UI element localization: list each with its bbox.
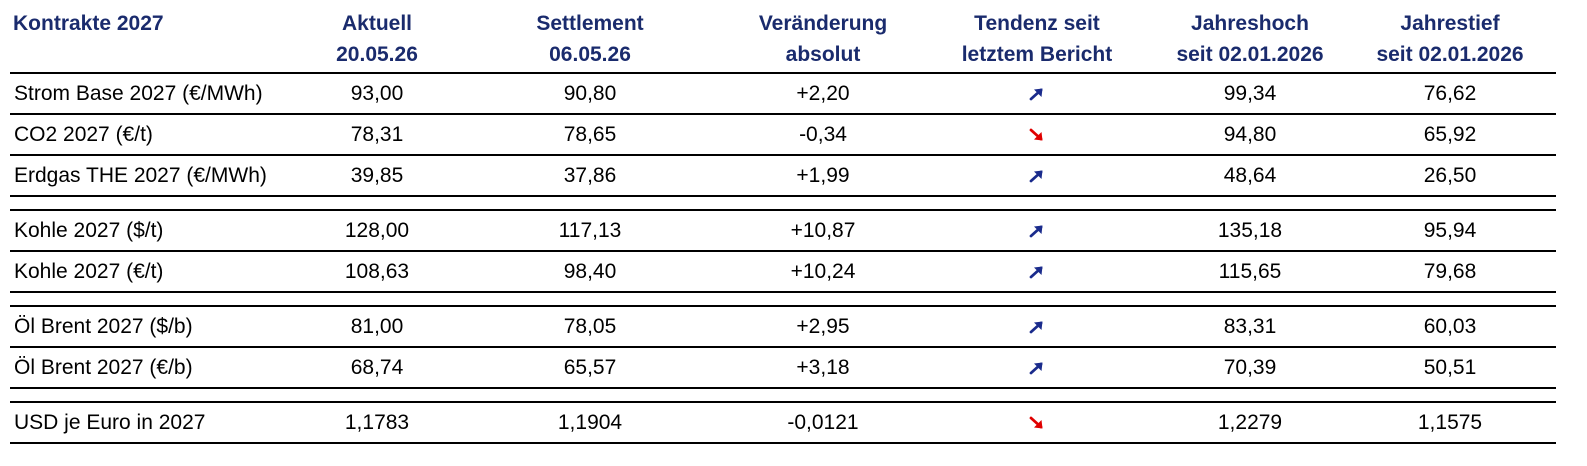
- table-row: Strom Base 2027 (€/MWh) 93,00 90,80 +2,20 99…: [10, 73, 1556, 115]
- value-aktuell: 39,85: [302, 155, 452, 197]
- header-jahreshoch: Jahreshoch seit 02.01.2026: [1156, 8, 1344, 74]
- arrow-up-right-icon: [1029, 225, 1043, 238]
- value-aktuell: 108,63: [302, 251, 452, 293]
- group-spacer-row: [10, 196, 1556, 211]
- trend-indicator: [918, 347, 1156, 389]
- table-row: USD je Euro in 2027 1,1783 1,1904 -0,0121 1,…: [10, 402, 1556, 444]
- value-change: +2,20: [728, 73, 918, 115]
- contract-name: Kohle 2027 ($/t): [10, 210, 302, 252]
- trend-indicator: [918, 73, 1156, 115]
- value-jahreshoch: 115,65: [1156, 251, 1344, 293]
- value-settlement: 78,05: [452, 306, 728, 348]
- arrow-up-right-icon: [1029, 362, 1043, 375]
- value-settlement: 117,13: [452, 210, 728, 252]
- header-settlement: Settlement 06.05.26: [452, 8, 728, 74]
- arrow-down-right-icon: [1029, 416, 1043, 429]
- header-tendenz: Tendenz seit letztem Bericht: [918, 8, 1156, 74]
- value-change: -0,34: [728, 114, 918, 156]
- value-change: +2,95: [728, 306, 918, 348]
- arrow-up-right-icon: [1029, 88, 1043, 101]
- value-jahrestief: 76,62: [1344, 73, 1556, 115]
- trend-indicator: [918, 306, 1156, 348]
- contract-name: Öl Brent 2027 ($/b): [10, 306, 302, 348]
- value-change: -0,0121: [728, 402, 918, 444]
- table-row: Öl Brent 2027 (€/b) 68,74 65,57 +3,18 70,39 5…: [10, 347, 1556, 389]
- header-aktuell: Aktuell 20.05.26: [302, 8, 452, 74]
- contract-name: Strom Base 2027 (€/MWh): [10, 73, 302, 115]
- trend-indicator: [918, 251, 1156, 293]
- group-spacer-cell: [10, 292, 1556, 307]
- value-settlement: 98,40: [452, 251, 728, 293]
- value-jahrestief: 65,92: [1344, 114, 1556, 156]
- header-kontrakte: Kontrakte 2027: [10, 8, 302, 74]
- table-header-row: Kontrakte 2027 Aktuell 20.05.26 Settleme…: [10, 8, 1556, 74]
- value-jahrestief: 50,51: [1344, 347, 1556, 389]
- value-aktuell: 1,1783: [302, 402, 452, 444]
- value-jahreshoch: 1,2279: [1156, 402, 1344, 444]
- contract-name: USD je Euro in 2027: [10, 402, 302, 444]
- header-veraenderung: Veränderung absolut: [728, 8, 918, 74]
- arrow-up-right-icon: [1029, 321, 1043, 334]
- value-jahreshoch: 135,18: [1156, 210, 1344, 252]
- value-settlement: 37,86: [452, 155, 728, 197]
- arrow-up-right-icon: [1029, 170, 1043, 183]
- value-jahrestief: 1,1575: [1344, 402, 1556, 444]
- trend-indicator: [918, 114, 1156, 156]
- value-jahrestief: 79,68: [1344, 251, 1556, 293]
- value-jahreshoch: 83,31: [1156, 306, 1344, 348]
- value-jahrestief: 95,94: [1344, 210, 1556, 252]
- contracts-table-container: Kontrakte 2027 Aktuell 20.05.26 Settleme…: [10, 8, 1556, 444]
- table-row: Kohle 2027 ($/t) 128,00 117,13 +10,87 135,18…: [10, 210, 1556, 252]
- value-change: +10,24: [728, 251, 918, 293]
- contract-name: CO2 2027 (€/t): [10, 114, 302, 156]
- value-jahreshoch: 94,80: [1156, 114, 1344, 156]
- value-aktuell: 128,00: [302, 210, 452, 252]
- contracts-table: Kontrakte 2027 Aktuell 20.05.26 Settleme…: [10, 8, 1556, 444]
- value-jahrestief: 26,50: [1344, 155, 1556, 197]
- value-aktuell: 81,00: [302, 306, 452, 348]
- value-change: +1,99: [728, 155, 918, 197]
- value-jahreshoch: 48,64: [1156, 155, 1344, 197]
- group-spacer-row: [10, 292, 1556, 307]
- value-jahreshoch: 70,39: [1156, 347, 1344, 389]
- value-aktuell: 93,00: [302, 73, 452, 115]
- table-row: CO2 2027 (€/t) 78,31 78,65 -0,34 94,80 65,92: [10, 114, 1556, 156]
- value-jahrestief: 60,03: [1344, 306, 1556, 348]
- value-aktuell: 68,74: [302, 347, 452, 389]
- contract-name: Kohle 2027 (€/t): [10, 251, 302, 293]
- value-settlement: 90,80: [452, 73, 728, 115]
- value-change: +3,18: [728, 347, 918, 389]
- arrow-up-right-icon: [1029, 266, 1043, 279]
- trend-indicator: [918, 155, 1156, 197]
- value-settlement: 1,1904: [452, 402, 728, 444]
- table-row: Öl Brent 2027 ($/b) 81,00 78,05 +2,95 83,31 6…: [10, 306, 1556, 348]
- arrow-down-right-icon: [1029, 128, 1043, 141]
- trend-indicator: [918, 210, 1156, 252]
- value-settlement: 78,65: [452, 114, 728, 156]
- contract-name: Erdgas THE 2027 (€/MWh): [10, 155, 302, 197]
- value-jahreshoch: 99,34: [1156, 73, 1344, 115]
- table-row: Kohle 2027 (€/t) 108,63 98,40 +10,24 115,65 7…: [10, 251, 1556, 293]
- group-spacer-cell: [10, 388, 1556, 403]
- header-jahrestief: Jahrestief seit 02.01.2026: [1344, 8, 1556, 74]
- value-settlement: 65,57: [452, 347, 728, 389]
- group-spacer-row: [10, 388, 1556, 403]
- table-row: Erdgas THE 2027 (€/MWh) 39,85 37,86 +1,99 48…: [10, 155, 1556, 197]
- group-spacer-cell: [10, 196, 1556, 211]
- trend-indicator: [918, 402, 1156, 444]
- value-aktuell: 78,31: [302, 114, 452, 156]
- contract-name: Öl Brent 2027 (€/b): [10, 347, 302, 389]
- value-change: +10,87: [728, 210, 918, 252]
